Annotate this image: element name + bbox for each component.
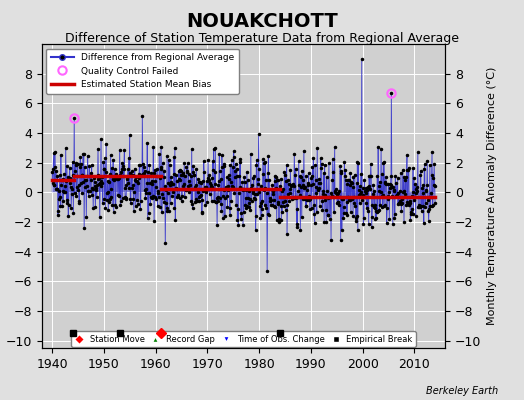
Text: Difference of Station Temperature Data from Regional Average: Difference of Station Temperature Data f…: [65, 32, 459, 45]
Y-axis label: Monthly Temperature Anomaly Difference (°C): Monthly Temperature Anomaly Difference (…: [487, 67, 497, 325]
Text: Berkeley Earth: Berkeley Earth: [425, 386, 498, 396]
Legend: Station Move, Record Gap, Time of Obs. Change, Empirical Break: Station Move, Record Gap, Time of Obs. C…: [71, 331, 416, 347]
Text: NOUAKCHOTT: NOUAKCHOTT: [186, 12, 338, 31]
